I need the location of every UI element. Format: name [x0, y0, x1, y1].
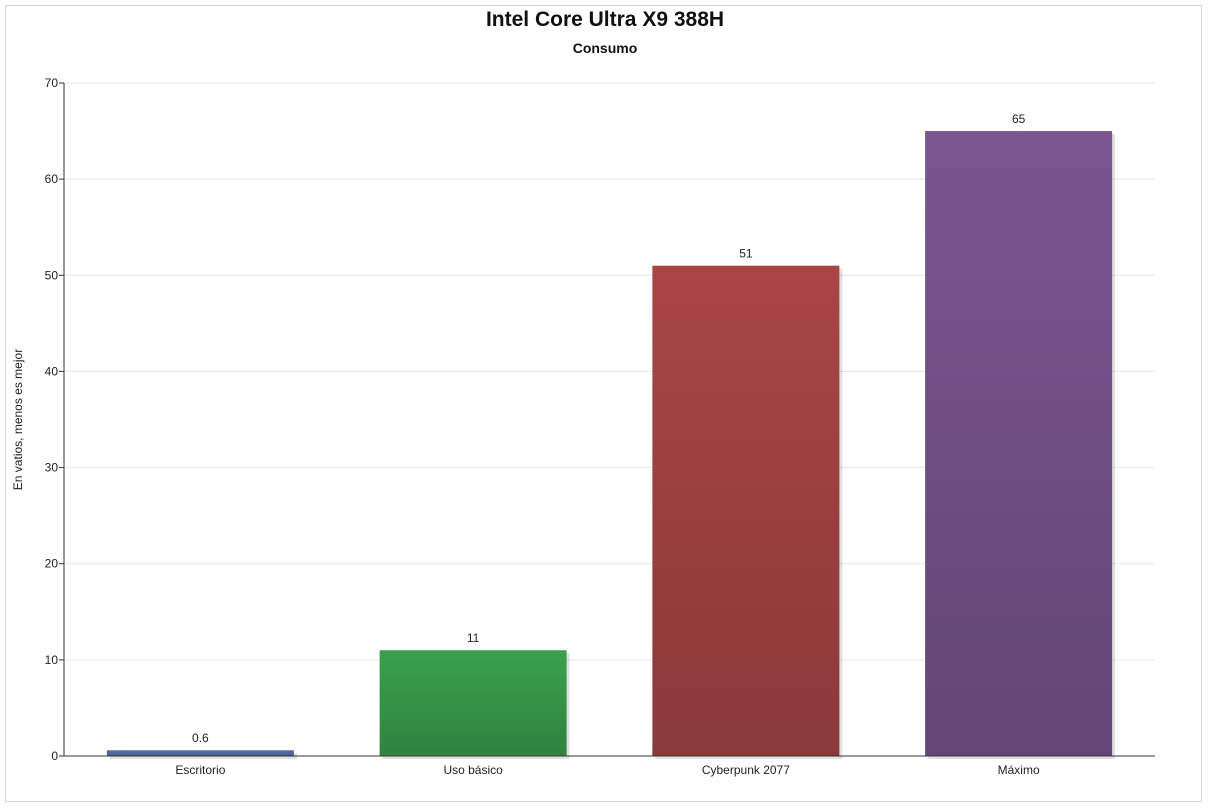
axes: [63, 83, 1155, 757]
bar-value-label: 0.6: [192, 731, 209, 745]
bar-3: [925, 131, 1113, 757]
bar-0: [106, 750, 294, 756]
bar-value-label: 51: [739, 247, 753, 261]
bar-1: [379, 650, 567, 756]
y-tick-label: 70: [45, 76, 59, 90]
y-tick-label: 40: [45, 364, 59, 378]
bars: [106, 131, 1116, 760]
y-tick-label: 10: [45, 653, 59, 667]
chart-subtitle: Consumo: [572, 40, 638, 56]
y-axis-title: En vatios, menos es mejor: [11, 349, 25, 490]
x-tick-label: Cyberpunk 2077: [702, 763, 790, 777]
bar-value-label: 65: [1012, 112, 1026, 126]
x-tick-label: Máximo: [998, 763, 1040, 777]
bar-value-label: 11: [467, 631, 480, 645]
x-tick-label: Escritorio: [175, 763, 225, 777]
bar-2: [652, 265, 840, 756]
x-tick-label: Uso básico: [443, 763, 503, 777]
y-tick-label: 20: [45, 557, 59, 571]
labels: 0 10 20 30 40 50 60 70 0.6 Escritorio 11 Uso básico…: [45, 76, 1040, 777]
chart-title: Intel Core Ultra X9 388H: [485, 8, 725, 31]
y-tick-label: 0: [51, 749, 58, 763]
y-tick-label: 30: [45, 461, 59, 475]
y-tick-label: 50: [45, 268, 59, 282]
y-tick-label: 60: [45, 172, 59, 186]
